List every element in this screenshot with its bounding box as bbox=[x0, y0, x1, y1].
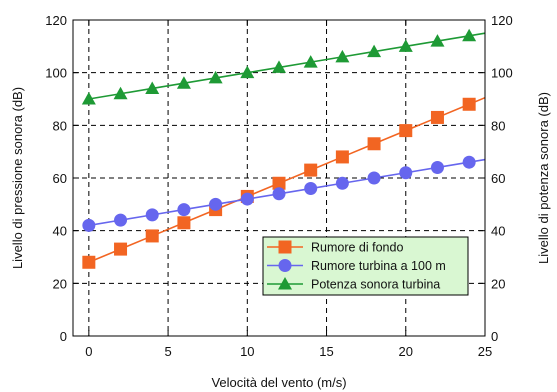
y-axis-title-left: Livello di pressione sonora (dB) bbox=[10, 87, 25, 269]
data-point bbox=[430, 34, 445, 47]
data-point bbox=[240, 65, 255, 79]
data-point bbox=[398, 39, 413, 52]
x-tick-label: 20 bbox=[399, 344, 413, 359]
y-tick-label-left: 100 bbox=[45, 66, 67, 81]
data-point bbox=[114, 213, 128, 227]
y-tick-label-left: 120 bbox=[45, 13, 67, 28]
x-tick-label: 15 bbox=[319, 344, 333, 359]
data-point bbox=[177, 203, 191, 217]
y-tick-label-left: 0 bbox=[60, 329, 67, 344]
y-tick-label-right: 120 bbox=[491, 13, 513, 28]
y-tick-label-right: 40 bbox=[491, 224, 505, 239]
y-tick-label-left: 40 bbox=[53, 224, 67, 239]
data-point bbox=[240, 192, 254, 206]
data-point bbox=[462, 155, 476, 169]
data-point bbox=[304, 163, 318, 177]
x-tick-label: 10 bbox=[240, 344, 254, 359]
legend-label: Rumore turbina a 100 m bbox=[311, 259, 446, 273]
data-point bbox=[82, 218, 96, 232]
series-line bbox=[88, 32, 486, 100]
x-tick-label: 5 bbox=[164, 344, 171, 359]
data-point bbox=[304, 182, 318, 196]
data-point bbox=[209, 197, 223, 211]
data-point bbox=[367, 137, 381, 151]
data-point bbox=[335, 49, 350, 63]
y-axis-title-right: Livello di potenza sonora (dB) bbox=[536, 92, 551, 264]
legend-marker bbox=[278, 277, 292, 290]
data-point bbox=[208, 70, 223, 84]
data-point bbox=[335, 176, 349, 190]
data-point bbox=[399, 166, 413, 180]
legend-marker bbox=[278, 240, 292, 254]
x-axis-title: Velocità del vento (m/s) bbox=[211, 375, 346, 390]
y-tick-label-left: 60 bbox=[53, 171, 67, 186]
data-point bbox=[303, 55, 318, 68]
y-tick-label-left: 20 bbox=[53, 276, 67, 291]
data-point bbox=[367, 44, 382, 58]
y-tick-label-right: 20 bbox=[491, 276, 505, 291]
series-group bbox=[81, 28, 486, 269]
legend-marker bbox=[278, 259, 292, 272]
data-point bbox=[430, 160, 444, 174]
data-point bbox=[145, 208, 159, 222]
data-point bbox=[399, 124, 413, 138]
series-circle bbox=[82, 155, 486, 232]
y-tick-label-right: 100 bbox=[491, 66, 513, 81]
legend: Rumore di fondo Rumore turbina a 100 m Pot… bbox=[262, 236, 469, 296]
data-point bbox=[114, 242, 128, 256]
y-tick-label-right: 80 bbox=[491, 118, 505, 133]
series-triangle bbox=[81, 28, 486, 105]
y-tick-label-right: 60 bbox=[491, 171, 505, 186]
x-tick-label: 25 bbox=[478, 344, 492, 359]
data-point bbox=[272, 187, 286, 201]
data-point bbox=[81, 92, 96, 105]
data-point bbox=[367, 171, 381, 185]
data-point bbox=[462, 97, 476, 111]
data-point bbox=[335, 150, 349, 164]
data-point bbox=[177, 216, 191, 230]
data-point bbox=[145, 81, 160, 94]
legend-label: Potenza sonora turbina bbox=[311, 278, 440, 292]
x-tick-label: 0 bbox=[85, 344, 92, 359]
data-point bbox=[462, 28, 477, 42]
data-point bbox=[145, 229, 159, 243]
legend-label: Rumore di fondo bbox=[311, 241, 403, 255]
y-tick-label-right: 0 bbox=[491, 329, 498, 344]
data-point bbox=[82, 255, 96, 269]
data-point bbox=[113, 86, 128, 100]
data-point bbox=[272, 176, 286, 190]
data-point bbox=[176, 76, 191, 89]
data-point bbox=[430, 110, 444, 124]
data-point bbox=[272, 60, 286, 73]
y-tick-label-left: 80 bbox=[53, 118, 67, 133]
